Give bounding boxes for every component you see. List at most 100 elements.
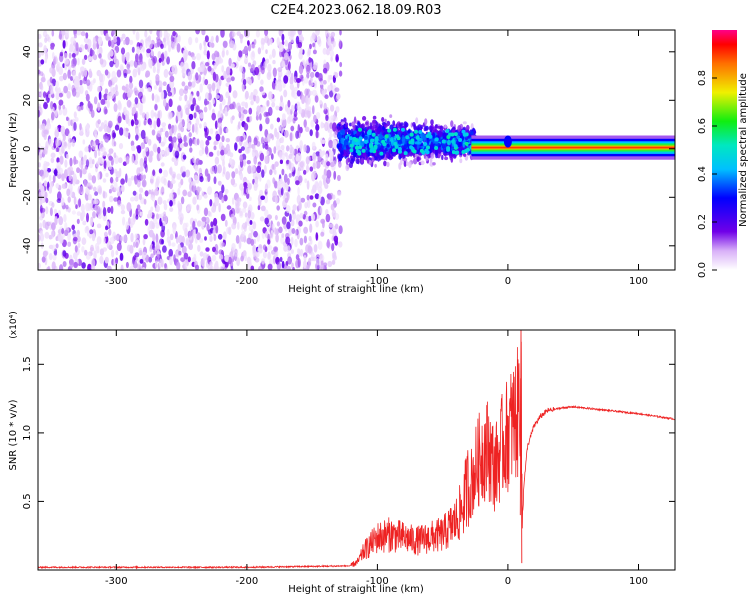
heatmap-cell	[414, 129, 418, 134]
heatmap-cell	[68, 52, 72, 59]
heatmap-cell	[214, 196, 219, 207]
heatmap-cell	[334, 87, 340, 92]
heatmap-cell	[44, 56, 48, 64]
heatmap-cell	[67, 196, 71, 203]
heatmap-cell	[283, 173, 288, 183]
heatmap-cell	[53, 208, 58, 215]
heatmap-cell	[129, 244, 134, 254]
heatmap-cell	[199, 251, 204, 257]
heatmap-cell	[217, 180, 222, 186]
heatmap-cell	[97, 172, 100, 181]
heatmap-cell	[204, 35, 209, 43]
heatmap-cell	[203, 121, 207, 129]
x-tick-label: -100	[366, 576, 389, 587]
heatmap-cell	[133, 254, 137, 261]
heatmap-cell	[204, 100, 210, 105]
heatmap-cell	[197, 244, 201, 252]
heatmap-cell	[113, 152, 117, 159]
heatmap-cell	[55, 80, 59, 88]
heatmap-cell	[194, 165, 199, 172]
heatmap-cell	[296, 78, 301, 83]
heatmap-cell	[44, 251, 49, 256]
heatmap-cell	[132, 30, 136, 35]
y-tick-label: 1.5	[22, 356, 33, 372]
heatmap-cell	[255, 95, 260, 104]
heatmap-cell	[157, 196, 163, 205]
heatmap-cell	[199, 83, 203, 93]
heatmap-cell	[305, 65, 311, 75]
heatmap-cell	[140, 142, 146, 150]
heatmap-cell	[210, 166, 215, 175]
heatmap-y-label: Frequency (Hz)	[8, 112, 19, 188]
heatmap-cell	[82, 155, 87, 165]
heatmap-cell	[116, 36, 121, 46]
heatmap-cell	[264, 30, 269, 36]
heatmap-cell	[259, 113, 262, 121]
colorbar-tick-label: 0.4	[697, 166, 708, 182]
heatmap-cell	[98, 71, 102, 78]
heatmap-cell	[50, 45, 55, 50]
heatmap-cell	[338, 225, 343, 235]
heatmap-cell	[162, 200, 167, 205]
heatmap-cell	[339, 143, 343, 149]
heatmap-cell	[259, 86, 264, 93]
heatmap-cell	[320, 139, 326, 145]
heatmap-cell	[88, 144, 91, 153]
heatmap-cell	[74, 75, 80, 86]
heatmap-cell	[46, 122, 52, 130]
heatmap-cell	[311, 256, 317, 262]
heatmap-cell	[196, 53, 201, 61]
heatmap-cell	[430, 119, 434, 126]
heatmap-cell	[236, 257, 241, 266]
heatmap-cell	[271, 48, 276, 58]
heatmap-cell	[205, 92, 210, 101]
heatmap-cell	[186, 135, 190, 143]
heatmap-cell	[205, 61, 210, 67]
heatmap-cell	[207, 135, 212, 141]
heatmap-cell	[389, 114, 393, 118]
heatmap-cell	[177, 202, 181, 210]
heatmap-cell	[239, 65, 244, 73]
heatmap-cell	[52, 52, 55, 60]
heatmap-cell	[72, 178, 76, 186]
heatmap-cell	[140, 64, 145, 72]
heatmap-cell	[135, 53, 139, 63]
heatmap-cell	[188, 177, 192, 184]
heatmap-cell	[156, 243, 161, 249]
heatmap-cell	[196, 232, 201, 241]
heatmap-cell	[103, 123, 108, 133]
heatmap-cell	[123, 72, 128, 78]
heatmap-cell	[201, 216, 207, 222]
heatmap-cell	[133, 261, 138, 269]
heatmap-cell	[222, 166, 226, 175]
heatmap-cell	[288, 61, 291, 71]
heatmap-cell	[82, 168, 87, 175]
heatmap-cell	[61, 30, 66, 36]
heatmap-cell	[196, 90, 200, 97]
heatmap-cell	[234, 142, 238, 151]
heatmap-cell	[180, 118, 185, 128]
heatmap-cell	[97, 102, 101, 112]
heatmap-cell	[371, 132, 376, 137]
heatmap-cell	[245, 187, 251, 195]
heatmap-cell	[166, 228, 170, 238]
heatmap-cell	[138, 193, 142, 201]
heatmap-cell	[321, 90, 326, 97]
heatmap-cell	[303, 144, 307, 153]
heatmap-cell	[61, 228, 65, 235]
heatmap-cell	[352, 136, 357, 141]
heatmap-cell	[181, 245, 187, 254]
heatmap-cell	[73, 121, 77, 131]
heatmap-cell	[135, 214, 139, 220]
heatmap-cell	[58, 92, 64, 98]
heatmap-cell	[464, 141, 469, 146]
heatmap-cell	[290, 125, 295, 132]
heatmap-cell	[328, 139, 334, 149]
heatmap-cell	[306, 109, 312, 118]
heatmap-cell	[231, 171, 236, 179]
heatmap-cell	[71, 224, 75, 231]
heatmap-cell	[130, 196, 135, 202]
heatmap-cell	[64, 159, 68, 168]
heatmap-cell	[303, 260, 307, 269]
heatmap-cell	[129, 39, 134, 46]
